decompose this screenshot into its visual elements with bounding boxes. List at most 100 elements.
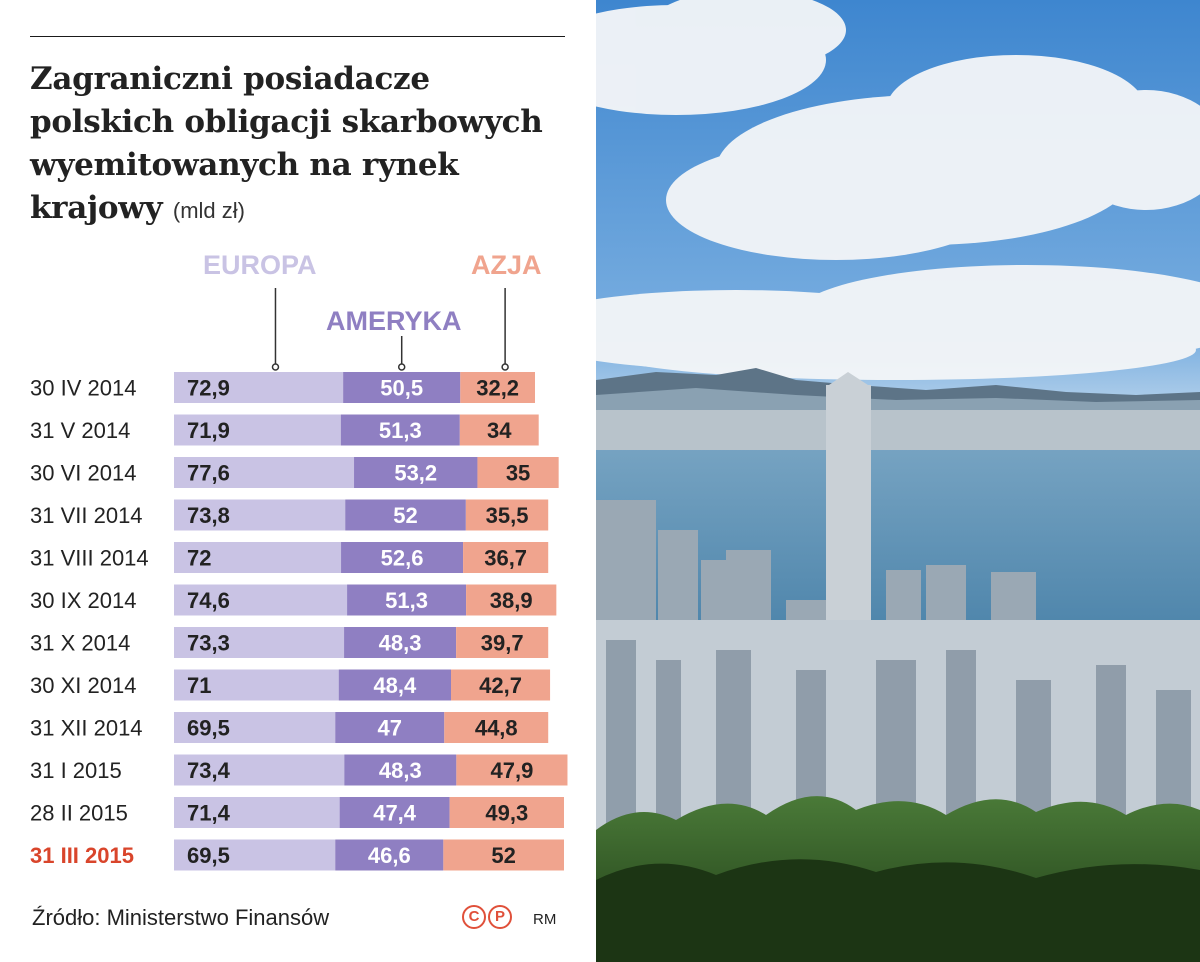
value-label: 47 — [378, 716, 402, 741]
value-label: 73,8 — [187, 503, 230, 528]
value-label: 53,2 — [394, 461, 437, 486]
bar-segment-europa — [174, 372, 344, 403]
value-label: 71 — [187, 673, 211, 698]
value-label: 32,2 — [476, 376, 519, 401]
source-note: Źródło: Ministerstwo Finansów — [32, 905, 330, 930]
category-label: 31 V 2014 — [30, 418, 130, 443]
bar-segment-azja — [463, 542, 549, 573]
chart-title: Zagraniczni posiadacze polskich obligacj… — [30, 58, 580, 232]
bar-segment-ameryka — [347, 584, 467, 616]
value-label: 48,3 — [379, 631, 422, 656]
bar-segment-ameryka — [340, 414, 460, 446]
bar-segment-europa — [174, 669, 339, 701]
chart-title-text: Zagraniczni posiadacze polskich obligacj… — [30, 61, 543, 226]
value-label: 47,9 — [490, 758, 533, 783]
legend-leader-dot — [501, 363, 509, 371]
bar-segment-azja — [443, 839, 564, 871]
category-label: 30 VI 2014 — [30, 461, 136, 486]
bar-segment-europa — [174, 627, 345, 658]
value-label: 72 — [187, 546, 211, 571]
bar-segment-europa — [174, 457, 355, 488]
category-label: 30 IV 2014 — [30, 376, 136, 401]
category-label: 31 III 2015 — [30, 843, 134, 868]
value-label: 42,7 — [479, 673, 522, 698]
chart-unit: (mld zł) — [172, 198, 245, 223]
value-label: 73,4 — [187, 758, 231, 783]
value-label: 73,3 — [187, 631, 230, 656]
value-label: 50,5 — [380, 376, 423, 401]
value-label: 72,9 — [187, 376, 230, 401]
bar-segment-azja — [456, 627, 549, 658]
bar-segment-europa — [174, 712, 336, 743]
bar-segment-europa — [174, 499, 346, 531]
bar-segment-azja — [466, 584, 557, 616]
value-label: 71,9 — [187, 418, 230, 443]
value-label: 36,7 — [484, 546, 527, 571]
value-label: 39,7 — [481, 631, 524, 656]
category-label: 31 XII 2014 — [30, 716, 143, 741]
bar-segment-europa — [174, 584, 348, 616]
bar-segment-azja — [444, 712, 549, 743]
category-label: 31 VII 2014 — [30, 503, 143, 528]
bar-segment-azja — [456, 754, 568, 786]
category-label: 31 I 2015 — [30, 758, 122, 783]
category-label: 28 II 2015 — [30, 801, 128, 826]
bar-segment-azja — [459, 414, 539, 446]
bar-segment-azja — [449, 797, 564, 828]
value-label: 52 — [393, 503, 417, 528]
value-label: 46,6 — [368, 843, 411, 868]
value-label: 49,3 — [485, 801, 528, 826]
category-label: 30 XI 2014 — [30, 673, 136, 698]
value-label: 38,9 — [490, 588, 533, 613]
value-label: 34 — [487, 418, 512, 443]
bar-segment-ameryka — [335, 712, 445, 743]
author-credit: RM — [533, 911, 557, 928]
infographic-panel: Zagraniczni posiadacze polskich obligacj… — [0, 0, 596, 962]
bar-segment-azja — [451, 669, 551, 701]
value-label: 52 — [491, 843, 515, 868]
skyline-illustration — [596, 0, 1200, 962]
bar-segment-azja — [477, 457, 559, 488]
category-label: 31 X 2014 — [30, 631, 130, 656]
legend-azja: AZJA — [471, 250, 542, 280]
bar-segment-ameryka — [335, 839, 444, 871]
bar-segment-ameryka — [344, 754, 457, 786]
hong-kong-skyline-photo — [596, 0, 1200, 962]
phonogram-icon: P — [488, 905, 512, 929]
value-label: 44,8 — [475, 716, 518, 741]
value-label: 71,4 — [187, 801, 231, 826]
value-label: 51,3 — [379, 418, 422, 443]
value-label: 69,5 — [187, 843, 230, 868]
bar-segment-europa — [174, 542, 342, 573]
value-label: 35 — [506, 461, 530, 486]
bar-segment-azja — [465, 499, 549, 531]
bar-segment-ameryka — [345, 499, 466, 531]
bar-segment-europa — [174, 839, 336, 871]
legend-ameryka: AMERYKA — [326, 306, 462, 336]
category-label: 31 VIII 2014 — [30, 546, 149, 571]
bar-segment-ameryka — [339, 797, 450, 828]
bar-segment-ameryka — [338, 669, 452, 701]
copyright-icon: C — [462, 905, 486, 929]
legend-leader-dot — [397, 363, 406, 371]
bar-segment-europa — [174, 754, 345, 786]
copyright-icons: C P — [462, 905, 512, 929]
value-label: 77,6 — [187, 461, 230, 486]
value-label: 69,5 — [187, 716, 230, 741]
value-label: 52,6 — [381, 546, 424, 571]
value-label: 51,3 — [385, 588, 428, 613]
bar-segment-europa — [174, 414, 341, 446]
category-label: 30 IX 2014 — [30, 588, 136, 613]
bar-segment-ameryka — [344, 627, 457, 658]
value-label: 48,4 — [373, 673, 417, 698]
bar-segment-ameryka — [341, 542, 464, 573]
top-divider — [30, 36, 565, 37]
bar-segment-europa — [174, 797, 340, 828]
value-label: 48,3 — [379, 758, 422, 783]
legend-europa: EUROPA — [203, 250, 317, 280]
bar-segment-azja — [460, 372, 535, 403]
value-label: 35,5 — [486, 503, 529, 528]
bar-segment-ameryka — [343, 372, 461, 403]
legend-leader-dot — [271, 363, 280, 371]
stacked-bar-chart: 30 IV 2014 72,9 50,5 32,2 31 V 2014 71,9 51,3 3… — [30, 288, 568, 871]
